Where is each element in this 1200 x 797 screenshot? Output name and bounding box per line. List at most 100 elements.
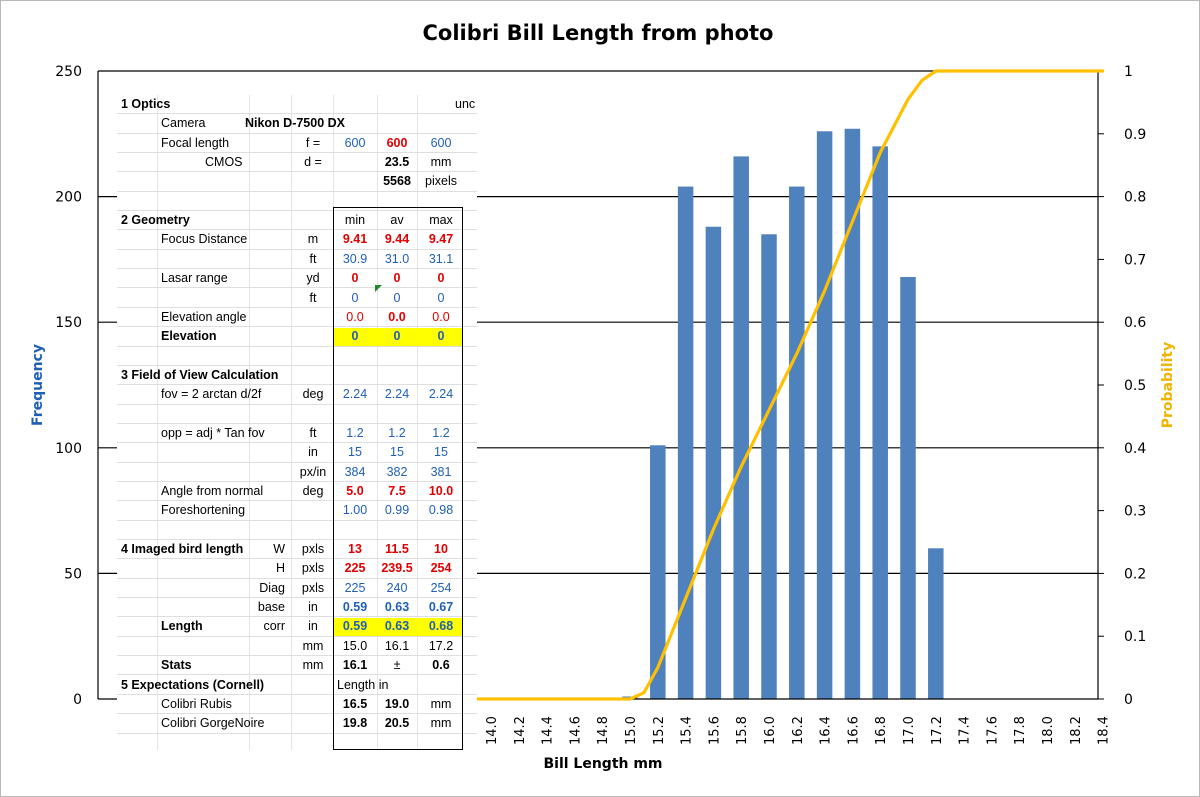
unit-label: ft bbox=[309, 251, 317, 266]
x-tick-label: 14.0 bbox=[485, 716, 500, 745]
x-tick-label: 17.4 bbox=[958, 716, 973, 745]
value-avg: 0.63 bbox=[384, 619, 410, 634]
value-max: 0.6 bbox=[432, 658, 450, 673]
y2-tick-label: 1 bbox=[1124, 64, 1133, 80]
value-avg: 0 bbox=[393, 290, 401, 305]
sub-label: Diag bbox=[259, 580, 285, 595]
row-label: Focal length bbox=[161, 135, 230, 150]
bar bbox=[844, 128, 861, 699]
cumulative-probability-line bbox=[378, 69, 1105, 701]
sheet-row: 2 Geometry min av max bbox=[117, 211, 477, 231]
value-min: 225 bbox=[344, 580, 366, 595]
unit-label: mm bbox=[302, 638, 324, 653]
y-tick-label: 50 bbox=[64, 566, 82, 582]
unit-label: d = bbox=[304, 155, 322, 170]
highlight-cell bbox=[334, 328, 462, 346]
value-min: 15.0 bbox=[342, 638, 368, 653]
sheet-row: Stats mm 16.1 ±0.6 bbox=[117, 656, 477, 676]
section-label: 5 Expectations (Cornell) bbox=[121, 677, 265, 692]
bar bbox=[677, 186, 694, 699]
value-max: 1.2 bbox=[432, 425, 450, 440]
unit-label: m bbox=[307, 232, 319, 247]
section-label: 2 Geometry bbox=[121, 213, 190, 228]
sheet-row bbox=[117, 405, 477, 424]
unit-label: pxls bbox=[301, 542, 325, 557]
sub-label: corr bbox=[263, 619, 285, 634]
sheet-row: ft 0 0 0 bbox=[117, 289, 477, 308]
value-max: 15 bbox=[434, 445, 448, 460]
bar bbox=[900, 276, 916, 699]
sheet-row: Elevation angle 0.0 0.0 0.0 bbox=[117, 308, 477, 328]
value-max: 17.2 bbox=[428, 638, 454, 653]
value-max: 600 bbox=[430, 135, 452, 150]
value-max: pixels bbox=[425, 174, 457, 189]
sheet-row: Elevation 0 0 0 bbox=[117, 327, 477, 347]
sheet-row: mm 15.0 16.1 17.2 bbox=[117, 637, 477, 657]
x-axis-label: Bill Length mm bbox=[543, 756, 662, 772]
sheet-row: Camera Nikon D-7500 DX bbox=[117, 114, 477, 134]
cell-gridline bbox=[157, 95, 158, 750]
value-min: 0 bbox=[351, 329, 359, 344]
row-label: Angle from normal bbox=[161, 484, 264, 498]
sheet-row bbox=[117, 521, 477, 541]
value-avg: 9.44 bbox=[384, 232, 410, 247]
value-avg: 382 bbox=[386, 464, 408, 479]
x-tick-label: 16.0 bbox=[763, 716, 778, 745]
value-max: 2.24 bbox=[428, 387, 454, 402]
sheet-row: Length corr in 0.59 0.63 0.68 bbox=[117, 617, 477, 637]
x-tick-label: 14.4 bbox=[541, 716, 556, 745]
sheet-row: 1 Optics unc bbox=[117, 95, 477, 115]
sheet-row bbox=[117, 347, 477, 366]
sheet-row: CMOS d = 23.5 mm bbox=[117, 153, 477, 173]
x-tick-label: 15.8 bbox=[735, 716, 750, 745]
value-max: 381 bbox=[430, 464, 452, 479]
cell-gridline bbox=[249, 95, 250, 750]
y2-tick-label: 0.9 bbox=[1124, 127, 1146, 143]
x-tick-label: 18.0 bbox=[1041, 716, 1056, 745]
value-max: 0.98 bbox=[428, 503, 454, 518]
row-label: Lasar range bbox=[161, 271, 228, 286]
y-tick-label: 100 bbox=[55, 441, 82, 457]
value-min: 16.1 bbox=[342, 658, 368, 673]
value-min: 13 bbox=[348, 542, 362, 557]
x-tick-label: 17.2 bbox=[930, 716, 945, 745]
section-label: 3 Field of View Calculation bbox=[121, 367, 279, 382]
unit-label: deg bbox=[302, 387, 324, 402]
x-tick-label: 14.8 bbox=[596, 716, 611, 745]
y-tick-label: 200 bbox=[55, 190, 82, 206]
value-avg: 239.5 bbox=[381, 561, 413, 576]
row-label: Elevation angle bbox=[161, 309, 247, 324]
y-tick-label: 250 bbox=[55, 64, 82, 80]
y2-tick-label: 0.8 bbox=[1124, 190, 1146, 206]
value-avg: av bbox=[390, 213, 404, 228]
sheet-row: Lasar range yd 0 0 0 bbox=[117, 269, 477, 289]
row-label: Colibri GorgeNoire bbox=[161, 716, 265, 731]
bar bbox=[928, 548, 944, 699]
spreadsheet-panel: 1 Optics unc Camera Nikon D-7500 DX Focal le… bbox=[117, 95, 477, 750]
value-avg: 0 bbox=[393, 271, 401, 286]
value-avg: 15 bbox=[390, 445, 404, 460]
value-avg: 5568 bbox=[383, 174, 411, 189]
bar bbox=[650, 445, 666, 699]
truncated-header: unc bbox=[455, 97, 476, 111]
sub-label: W bbox=[273, 542, 285, 557]
value-max: 0 bbox=[437, 329, 445, 344]
unit-label: ft bbox=[309, 290, 317, 305]
value-max: mm bbox=[430, 155, 452, 170]
y-tick-label: 150 bbox=[55, 315, 82, 331]
sub-label: base bbox=[257, 600, 285, 615]
row-value: Nikon D-7500 DX bbox=[244, 116, 345, 131]
bar bbox=[789, 186, 805, 699]
sheet-row: Angle from normal deg 5.0 7.5 10.0 bbox=[117, 482, 477, 502]
unit-label: mm bbox=[302, 658, 324, 673]
value-avg: ± bbox=[393, 658, 401, 673]
x-tick-label: 16.8 bbox=[874, 716, 889, 745]
x-tick-label: 16.6 bbox=[846, 716, 861, 745]
row-label: opp = adj * Tan fov bbox=[161, 425, 265, 440]
bar bbox=[816, 131, 833, 700]
row-label: Colibri Rubis bbox=[161, 696, 232, 711]
value-avg: 600 bbox=[386, 135, 408, 150]
value-avg: 2.24 bbox=[384, 387, 410, 402]
y2-tick-label: 0.6 bbox=[1124, 315, 1146, 331]
